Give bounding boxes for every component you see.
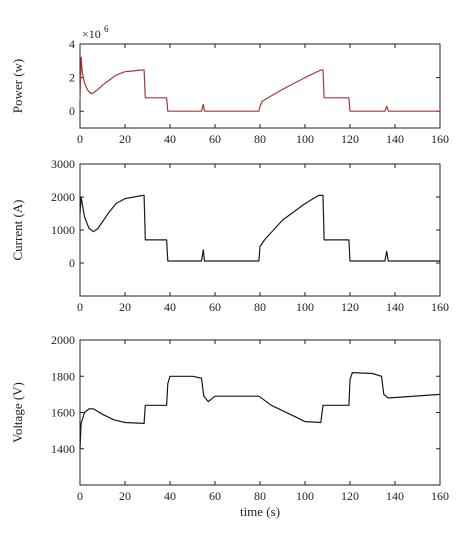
x-tick-label: 20 [119, 300, 131, 314]
series-line-1 [79, 56, 440, 112]
x-tick-label: 120 [341, 489, 359, 503]
y-tick-label: 1400 [51, 442, 75, 456]
x-tick-label: 40 [164, 132, 176, 146]
y-tick-label: 1600 [51, 406, 75, 420]
y-tick-label: 2000 [51, 333, 75, 347]
plot-frame [79, 163, 441, 297]
x-tick-label: 80 [254, 132, 266, 146]
x-tick-label: 140 [386, 132, 404, 146]
x-tick-label: 100 [296, 300, 314, 314]
y-axis-label: Current (A) [10, 199, 25, 260]
chart-panel-2: 0 20 40 60 80 100 120 140 160 0 1000 2000 3000 Curren… [10, 157, 449, 314]
axis-multiplier: ×10 [82, 27, 101, 41]
chart-panel-3: 0 20 40 60 80 100 120 140 160 1400 1600 1800 2000 Vol… [10, 333, 449, 519]
y-axis-label: Power (w) [10, 59, 25, 114]
x-tick-label: 40 [164, 489, 176, 503]
x-tick-label: 80 [254, 300, 266, 314]
y-tick-label: 4 [69, 37, 75, 51]
y-tick-label: 2000 [51, 190, 75, 204]
x-tick-label: 160 [431, 489, 449, 503]
chart-panel-1: 0 20 40 60 80 100 120 140 160 0 2 4 Power (w) ×10 6 [10, 24, 449, 146]
y-tick-label: 1000 [51, 223, 75, 237]
y-tick-label: 0 [69, 256, 75, 270]
series-line-1 [79, 194, 440, 262]
x-tick-label: 100 [296, 489, 314, 503]
axis-multiplier-exponent: 6 [104, 24, 109, 34]
x-tick-label: 0 [77, 300, 83, 314]
x-tick-label: 140 [386, 300, 404, 314]
x-tick-label: 100 [296, 132, 314, 146]
x-tick-label: 140 [386, 489, 404, 503]
y-tick-label: 0 [69, 104, 75, 118]
x-tick-label: 160 [431, 132, 449, 146]
x-tick-label: 160 [431, 300, 449, 314]
x-tick-label: 0 [77, 489, 83, 503]
y-tick-label: 1800 [51, 369, 75, 383]
x-tick-label: 60 [209, 300, 221, 314]
plot-frame [79, 43, 441, 129]
x-tick-label: 0 [77, 132, 83, 146]
series-line-1 [79, 372, 441, 449]
y-tick-label: 3000 [51, 157, 75, 171]
x-tick-label: 60 [209, 489, 221, 503]
x-tick-label: 120 [341, 300, 359, 314]
x-tick-label: 20 [119, 132, 131, 146]
x-axis-label: time (s) [240, 504, 280, 519]
x-tick-label: 80 [254, 489, 266, 503]
y-axis-label: Voltage (V) [10, 382, 25, 443]
y-tick-label: 2 [69, 71, 75, 85]
x-tick-label: 20 [119, 489, 131, 503]
plot-frame [79, 339, 441, 486]
x-tick-label: 60 [209, 132, 221, 146]
x-tick-label: 40 [164, 300, 176, 314]
x-tick-label: 120 [341, 132, 359, 146]
